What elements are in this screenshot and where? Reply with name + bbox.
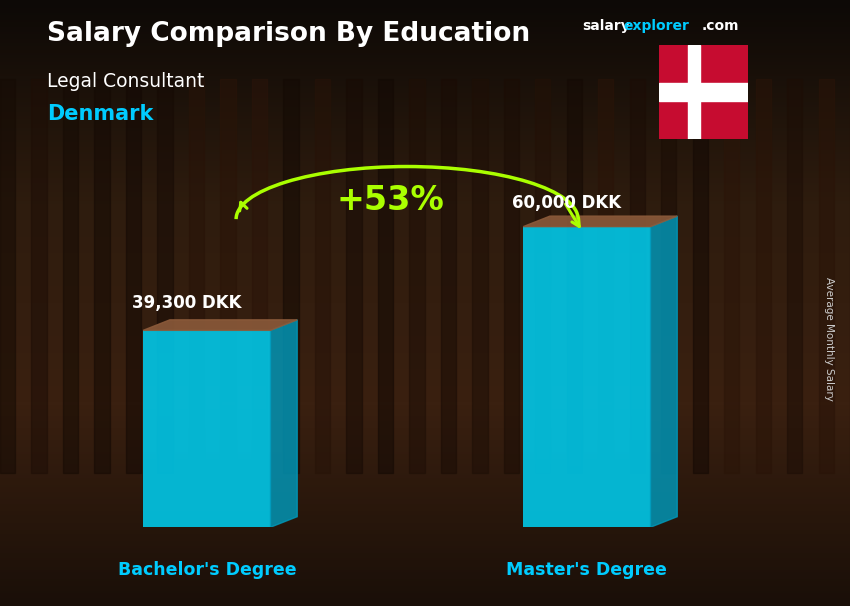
Text: 39,300 DKK: 39,300 DKK	[132, 293, 241, 311]
Bar	[756, 79, 771, 473]
Bar	[0, 79, 15, 473]
Text: Average Monthly Salary: Average Monthly Salary	[824, 278, 834, 401]
Text: Salary Comparison By Education: Salary Comparison By Education	[47, 21, 530, 47]
Bar	[94, 79, 110, 473]
Bar	[441, 79, 456, 473]
Bar	[189, 79, 204, 473]
Bar	[283, 79, 298, 473]
Bar	[661, 79, 677, 473]
Text: .com: .com	[702, 19, 740, 33]
Bar	[346, 79, 361, 473]
Bar	[409, 79, 424, 473]
Text: Legal Consultant: Legal Consultant	[47, 72, 204, 90]
Bar	[157, 79, 173, 473]
Bar	[724, 79, 740, 473]
Polygon shape	[524, 216, 677, 227]
Polygon shape	[270, 320, 298, 527]
Text: Bachelor's Degree: Bachelor's Degree	[117, 561, 296, 579]
Text: Master's Degree: Master's Degree	[507, 561, 667, 579]
Bar	[524, 227, 650, 527]
Bar	[63, 79, 78, 473]
Bar	[567, 79, 582, 473]
Bar	[659, 84, 748, 101]
Bar	[688, 45, 700, 139]
Text: salary: salary	[582, 19, 630, 33]
Bar	[819, 79, 834, 473]
Bar	[126, 79, 141, 473]
Bar	[377, 79, 393, 473]
Bar	[787, 79, 802, 473]
Bar	[536, 79, 551, 473]
Text: Denmark: Denmark	[47, 104, 153, 124]
Text: 60,000 DKK: 60,000 DKK	[512, 193, 620, 211]
Bar	[598, 79, 614, 473]
Bar	[220, 79, 235, 473]
Text: explorer: explorer	[623, 19, 688, 33]
Bar	[473, 79, 488, 473]
Bar	[630, 79, 645, 473]
Text: +53%: +53%	[337, 184, 445, 217]
Bar	[504, 79, 519, 473]
Polygon shape	[650, 216, 677, 527]
Polygon shape	[143, 320, 298, 330]
Bar	[143, 330, 270, 527]
Bar	[252, 79, 267, 473]
Bar	[31, 79, 47, 473]
Bar	[693, 79, 708, 473]
Bar	[314, 79, 330, 473]
